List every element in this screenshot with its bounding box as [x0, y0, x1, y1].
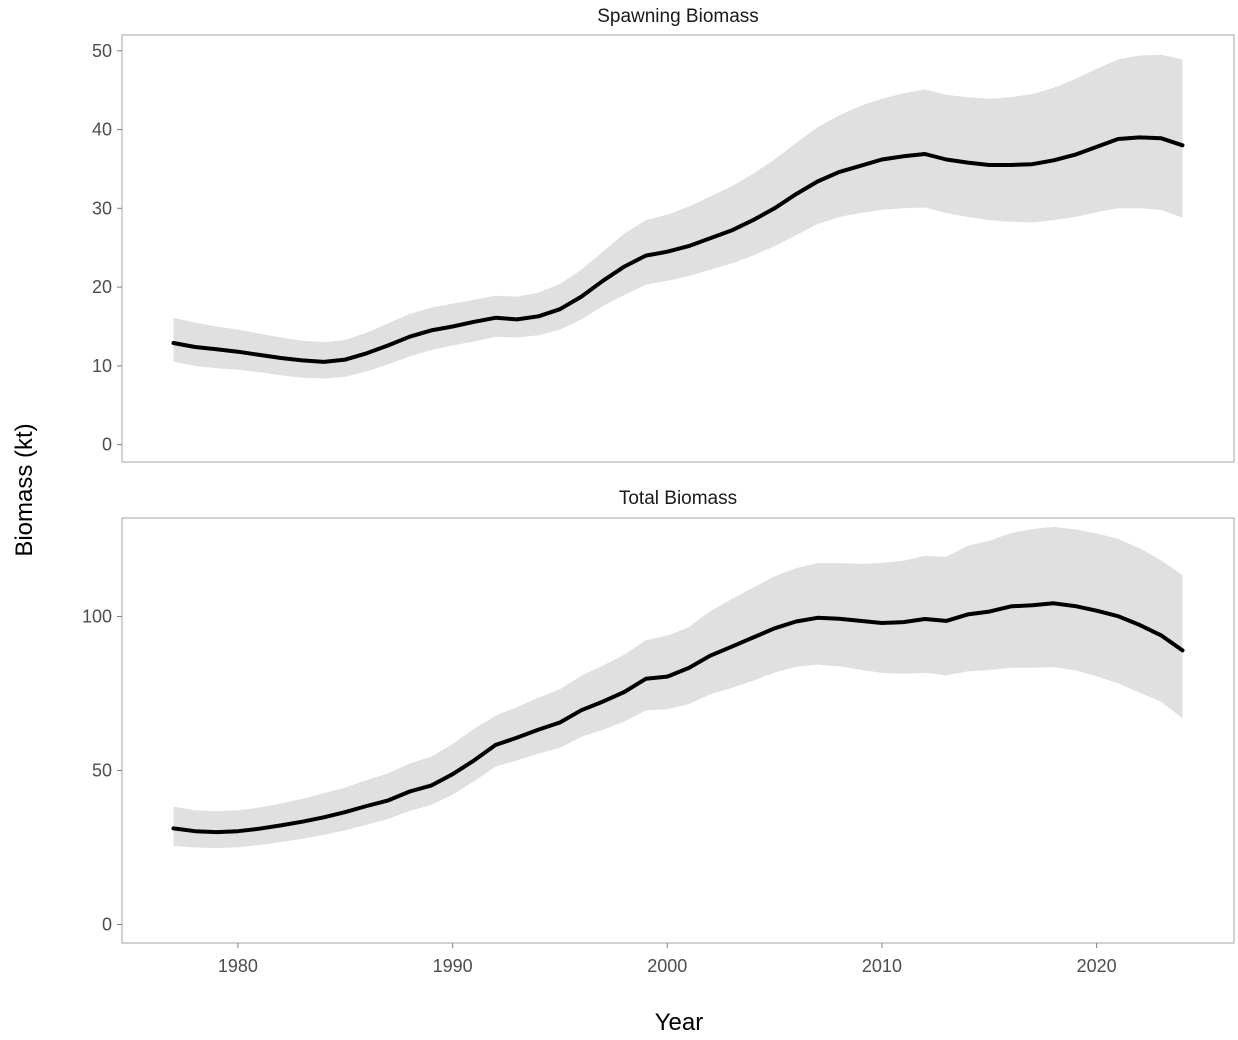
x-tick-label: 2010 [862, 956, 902, 976]
y-tick-label: 100 [82, 607, 112, 627]
confidence-band [173, 526, 1183, 849]
confidence-band [173, 54, 1183, 379]
y-tick-label: 0 [102, 435, 112, 455]
x-tick-label: 2020 [1077, 956, 1117, 976]
x-tick-label: 2000 [647, 956, 687, 976]
y-tick-label: 20 [92, 277, 112, 297]
biomass-line [171, 135, 1185, 364]
y-tick-label: 10 [92, 356, 112, 376]
panel-2: Total Biomass 0 50 100 1980 1990 2000 2010 2020 [82, 488, 1235, 976]
y-tick-label: 50 [92, 761, 112, 781]
y-tick-label: 50 [92, 41, 112, 61]
y-tick-label: 30 [92, 198, 112, 218]
y-tick-label: 40 [92, 120, 112, 140]
panel-title: Spawning Biomass [597, 6, 759, 27]
x-axis-title: Year [655, 1009, 704, 1036]
y-axis-title: Biomass (kt) [11, 423, 38, 556]
biomass-line [171, 601, 1185, 835]
panel-1: Spawning Biomass 0 10 20 30 40 50 [92, 6, 1235, 463]
x-tick-label: 1990 [433, 956, 473, 976]
y-tick-label: 0 [102, 915, 112, 935]
panel-title: Total Biomass [619, 488, 737, 509]
x-tick-label: 1980 [218, 956, 258, 976]
